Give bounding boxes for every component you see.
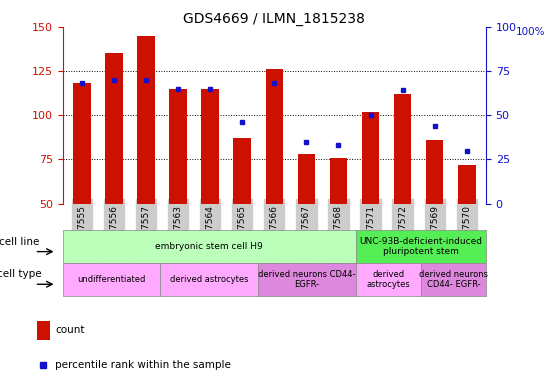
Bar — [73, 83, 91, 204]
Bar — [330, 157, 347, 204]
Text: derived
astrocytes: derived astrocytes — [366, 270, 410, 289]
Text: derived neurons
CD44- EGFR-: derived neurons CD44- EGFR- — [419, 270, 488, 289]
Bar — [234, 138, 251, 204]
Bar — [138, 36, 155, 204]
Bar — [105, 53, 123, 204]
Bar — [265, 69, 283, 204]
Text: 100%: 100% — [515, 27, 545, 37]
Text: percentile rank within the sample: percentile rank within the sample — [55, 360, 231, 370]
Bar — [298, 154, 315, 204]
Bar — [161, 263, 258, 296]
Text: derived astrocytes: derived astrocytes — [170, 275, 248, 284]
Bar — [356, 263, 421, 296]
Bar — [356, 230, 486, 263]
Bar — [201, 89, 219, 204]
Bar — [63, 263, 161, 296]
Bar — [394, 94, 411, 204]
Text: derived neurons CD44-
EGFR-: derived neurons CD44- EGFR- — [258, 270, 355, 289]
Bar — [258, 263, 356, 296]
Text: embryonic stem cell H9: embryonic stem cell H9 — [156, 242, 263, 251]
Text: cell type: cell type — [0, 270, 41, 280]
Text: cell line: cell line — [0, 237, 39, 247]
Bar — [169, 89, 187, 204]
Text: count: count — [55, 325, 85, 335]
Bar — [426, 140, 443, 204]
Bar — [421, 263, 486, 296]
Bar — [458, 165, 476, 204]
Bar — [37, 321, 50, 340]
Text: undifferentiated: undifferentiated — [78, 275, 146, 284]
Bar — [63, 230, 356, 263]
Text: UNC-93B-deficient-induced
pluripotent stem: UNC-93B-deficient-induced pluripotent st… — [359, 237, 482, 257]
Title: GDS4669 / ILMN_1815238: GDS4669 / ILMN_1815238 — [183, 12, 365, 26]
Bar — [361, 112, 379, 204]
